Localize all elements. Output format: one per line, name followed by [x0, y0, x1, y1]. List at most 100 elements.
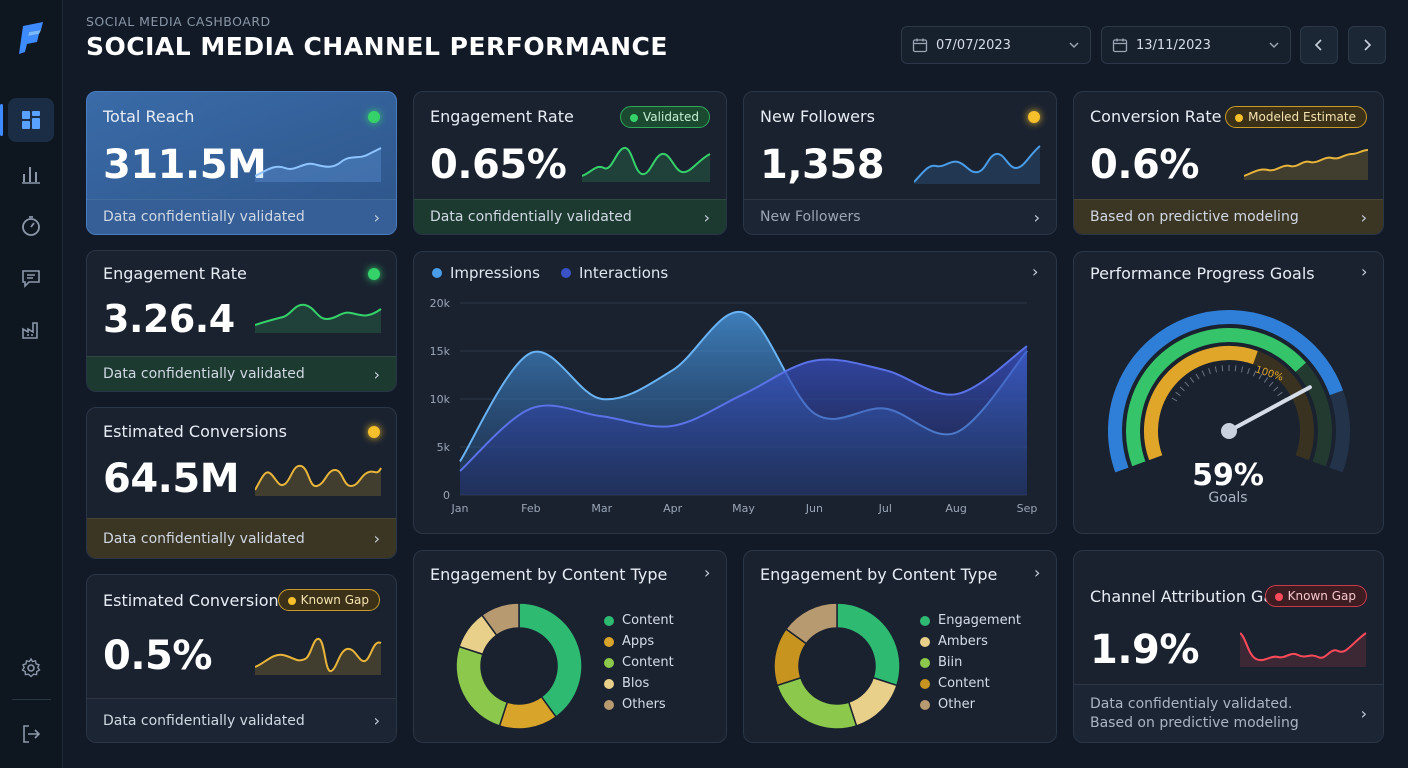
legend-item[interactable]: Content	[604, 652, 674, 673]
legend-item[interactable]: Biin	[920, 652, 1021, 673]
donut-slice[interactable]	[518, 602, 583, 719]
y-tick-label: 20k	[430, 297, 451, 310]
total-reach-card[interactable]: Total Reach 311.5M Data confidentially v…	[86, 91, 397, 235]
card-footer[interactable]: Data confidentially validated ›	[87, 698, 396, 742]
x-tick-label: Jul	[878, 502, 892, 515]
channel-attribution-gap-card[interactable]: Channel Attribution Gap Known Gap 1.9% D…	[1073, 550, 1384, 743]
estimated-conversions-card[interactable]: Estimated Conversions 64.5M Data confide…	[86, 407, 397, 559]
donut-chart	[773, 602, 901, 730]
chevron-right-icon[interactable]: ›	[1361, 262, 1368, 281]
gauge-hub	[1221, 423, 1237, 439]
start-date-picker[interactable]: 07/07/2023	[901, 26, 1091, 64]
engagement-rate-card[interactable]: Engagement Rate Validated 0.65% Data con…	[413, 91, 727, 235]
footer-text: Based on predictive modeling	[1090, 209, 1299, 225]
start-date-value: 07/07/2023	[936, 37, 1011, 53]
nav-dashboard[interactable]	[0, 98, 54, 142]
nav-analytics[interactable]	[8, 152, 54, 196]
legend-label: Engagement	[938, 613, 1021, 628]
panel-title: Engagement by Content Type	[430, 565, 668, 584]
footer-text: Data confidentially validated	[430, 209, 632, 225]
donut-slice[interactable]	[480, 602, 520, 637]
chevron-right-icon[interactable]: ›	[1034, 563, 1041, 582]
known-gap-badge: Known Gap	[277, 589, 380, 611]
end-date-value: 13/11/2023	[1136, 37, 1211, 53]
y-tick-label: 15k	[430, 345, 451, 358]
sidebar	[0, 0, 63, 768]
conversion-rate-value: 0.6%	[1090, 142, 1199, 188]
gauge-tick	[1273, 386, 1279, 392]
legend-item[interactable]: Content	[604, 610, 674, 631]
estimated-conversions-rate-card[interactable]: Estimated Conversions Known Gap 0.5% Dat…	[86, 574, 397, 743]
new-followers-card[interactable]: New Followers 1,358 New Followers ›	[743, 91, 1057, 235]
legend-swatch	[920, 636, 930, 647]
conversion-rate-card[interactable]: Conversion Rate Modeled Estimate 0.6% Ba…	[1073, 91, 1384, 235]
gauge-tick	[1263, 377, 1269, 383]
legend-label: Impressions	[450, 264, 540, 282]
nav-timer[interactable]	[8, 204, 54, 248]
sparkline	[582, 147, 711, 182]
legend-swatch	[604, 699, 614, 710]
card-footer[interactable]: Data confidentially validated ›	[87, 199, 396, 234]
gauge-tick	[1252, 370, 1257, 377]
chevron-right-icon	[1364, 39, 1372, 51]
gauge-ring-1	[1108, 310, 1343, 473]
end-date-picker[interactable]: 13/11/2023	[1101, 26, 1291, 64]
legend-item[interactable]: Blos	[604, 673, 674, 694]
donut-slice[interactable]	[836, 602, 901, 687]
known-gap-badge: Known Gap	[1264, 585, 1367, 607]
gauge-value: 59%	[1192, 458, 1264, 493]
gauge-tick	[1171, 397, 1178, 402]
legend-swatch	[920, 678, 930, 689]
nav-reports[interactable]	[8, 308, 54, 352]
chevron-right-icon[interactable]: ›	[1032, 262, 1039, 281]
estimated-conversions-rate-value: 0.5%	[103, 633, 212, 679]
donut-slice[interactable]	[776, 676, 858, 730]
card-footer[interactable]: New Followers ›	[744, 199, 1056, 234]
settings-button[interactable]	[8, 646, 54, 690]
legend-item[interactable]: Other	[920, 694, 1021, 715]
x-tick-label: Jan	[451, 502, 469, 515]
legend-label: Other	[938, 697, 975, 712]
logout-button[interactable]	[8, 712, 54, 756]
legend-item[interactable]: Ambers	[920, 631, 1021, 652]
previous-period-button[interactable]	[1300, 26, 1338, 64]
gauge-tick	[1258, 373, 1263, 380]
donut-slice[interactable]	[784, 602, 838, 645]
card-title: Channel Attribution Gap	[1090, 587, 1284, 606]
nav-messages[interactable]	[8, 256, 54, 300]
card-footer[interactable]: Data confidentially validated ›	[87, 518, 396, 558]
donut-slice[interactable]	[455, 645, 509, 727]
x-tick-label: Mar	[591, 502, 612, 515]
gauge-tick	[1240, 366, 1244, 373]
card-footer[interactable]: Data confidentially validated ›	[87, 356, 396, 391]
calendar-icon	[1112, 38, 1128, 53]
chat-icon	[22, 270, 40, 288]
legend-item[interactable]: Others	[604, 694, 674, 715]
content-type-donut-card-1: Engagement by Content Type › Content Apps…	[413, 550, 727, 743]
chevron-right-icon[interactable]: ›	[704, 563, 711, 582]
footer-line-2: Based on predictive modeling	[1090, 714, 1299, 731]
gauge-tick	[1179, 386, 1185, 392]
card-footer[interactable]: Data confidentially validated ›	[414, 199, 726, 234]
engagement-rate-summary-card[interactable]: Engagement Rate 3.26.4 Data confidential…	[86, 250, 397, 392]
legend-item[interactable]: Content	[920, 673, 1021, 694]
legend-item[interactable]: Engagement	[920, 610, 1021, 631]
legend-impressions[interactable]: Impressions	[432, 264, 540, 282]
legend-item[interactable]: Apps	[604, 631, 674, 652]
next-period-button[interactable]	[1348, 26, 1386, 64]
card-footer[interactable]: Based on predictive modeling ›	[1074, 199, 1383, 234]
gauge-tick	[1234, 365, 1237, 372]
engagement-rate-value: 0.65%	[430, 142, 567, 188]
donut-slice[interactable]	[847, 676, 898, 727]
y-tick-label: 5k	[437, 441, 451, 454]
sparkline	[1240, 632, 1367, 667]
card-footer[interactable]: Data confidentialy validated. Based on p…	[1074, 684, 1383, 742]
legend-interactions[interactable]: Interactions	[561, 264, 668, 282]
donut-legend: Content Apps Content Blos Others	[604, 610, 674, 715]
attribution-gap-value: 1.9%	[1090, 627, 1199, 673]
chevron-right-icon: ›	[703, 207, 710, 227]
timer-icon	[22, 216, 40, 236]
logout-icon	[23, 725, 41, 743]
legend-label: Content	[938, 676, 990, 691]
dashboard-icon	[22, 111, 40, 129]
